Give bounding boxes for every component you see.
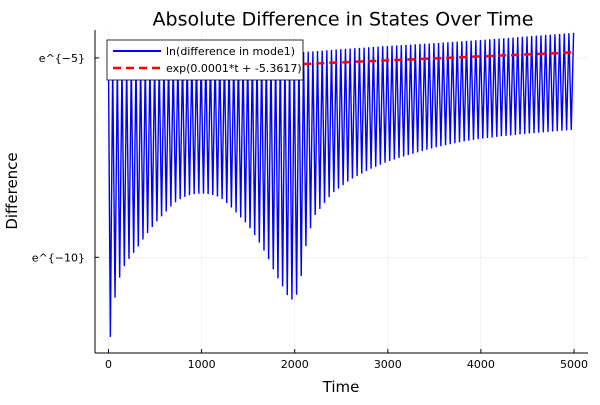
chart-title: Absolute Difference in States Over Time: [153, 9, 534, 31]
x-tick-label: 1000: [188, 358, 216, 371]
series-line-mode1: [107, 32, 575, 338]
x-tick-label: 3000: [374, 358, 402, 371]
plot-area: [107, 32, 575, 338]
y-axis-label: Difference: [3, 152, 21, 229]
legend: ln(difference in mode1) exp(0.0001*t + -…: [106, 39, 304, 81]
legend-entry-fit: exp(0.0001*t + -5.3617): [166, 62, 302, 75]
y-tick-label: e^{−10}: [32, 251, 85, 264]
axis-ticks: 0 1000 2000 3000 4000 5000 e^{−10} e^{−5}: [32, 52, 588, 371]
y-tick-label: e^{−5}: [39, 52, 85, 65]
x-tick-label: 2000: [281, 358, 309, 371]
legend-entry-mode1: ln(difference in mode1): [166, 45, 295, 58]
legend-box: [106, 39, 304, 81]
x-tick-label: 0: [105, 358, 112, 371]
x-tick-label: 5000: [560, 358, 588, 371]
x-axis-label: Time: [322, 378, 360, 396]
x-tick-label: 4000: [467, 358, 495, 371]
